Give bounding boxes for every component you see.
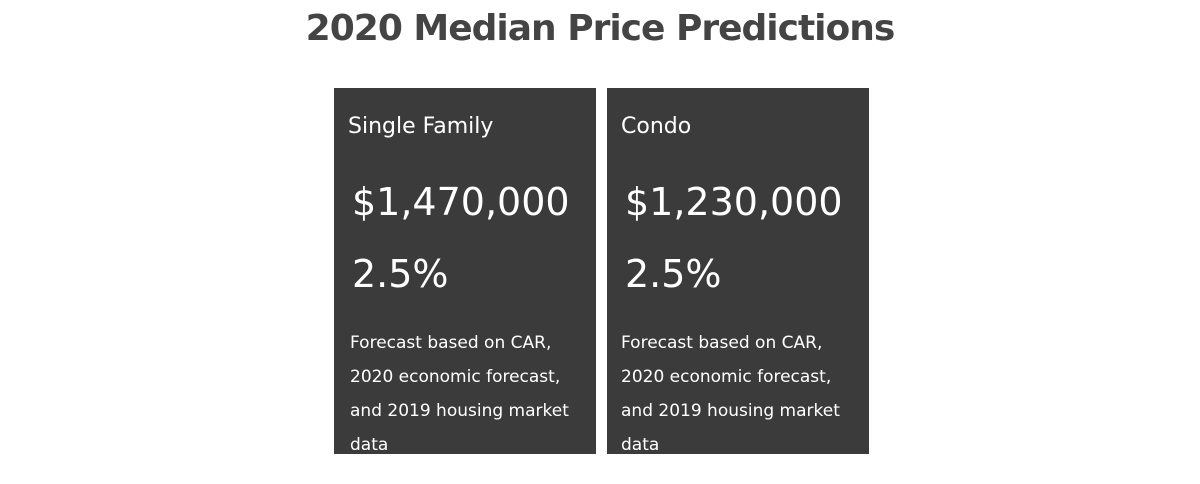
page-title: 2020 Median Price Predictions [305,8,896,49]
card-note: Forecast based on CAR, 2020 economic for… [350,333,569,455]
card-note: Forecast based on CAR, 2020 economic for… [621,333,840,455]
card-change: 2.5% [352,252,449,296]
card-price: $1,470,000 [352,180,570,224]
card-change: 2.5% [625,252,722,296]
card-name: Single Family [348,114,494,139]
card: Single Family $1,470,000 2.5% Forecast b… [334,88,596,455]
card-price: $1,230,000 [625,180,843,224]
card: Condo $1,230,000 2.5% Forecast based on … [607,88,869,455]
card-name: Condo [621,114,692,139]
